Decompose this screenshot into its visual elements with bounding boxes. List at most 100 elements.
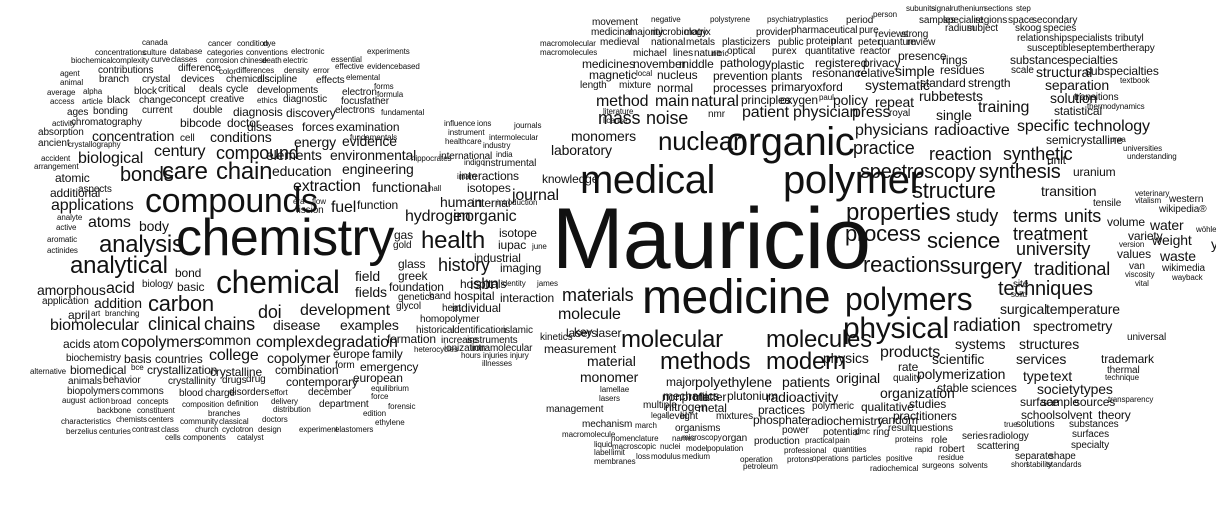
word-quality: quality <box>893 374 921 384</box>
word-introduction: introduction <box>497 199 537 207</box>
word-membranes: membranes <box>594 458 636 466</box>
word-values: values <box>1117 248 1151 260</box>
word-drugs: drugs <box>222 376 247 386</box>
word-wikipedia-: wikipedia® <box>1159 205 1207 215</box>
word-susceptible: susceptible <box>1027 44 1076 54</box>
word-medicine: medicine <box>642 274 830 322</box>
word-temperature: temperature <box>1046 302 1120 316</box>
word-isotopes: isotopes <box>467 182 511 194</box>
word-transparency: transparency <box>1108 396 1153 404</box>
word-fundamental: fundamental <box>381 109 424 117</box>
word-laboratory: laboratory <box>551 143 612 157</box>
word-label: label <box>594 449 611 457</box>
word-diagnostic: diagnostic <box>283 95 327 105</box>
word-noise: noise <box>646 109 688 127</box>
word-carbon: carbon <box>148 293 214 315</box>
word-ions: ions <box>477 120 491 128</box>
word-society: society <box>1037 382 1080 396</box>
word-article: article <box>82 98 103 106</box>
word-force: force <box>371 393 388 401</box>
word-curve: curve <box>151 56 170 64</box>
word-atomic: atomic <box>55 172 90 184</box>
word-key: key <box>574 326 592 338</box>
word-atom: atom <box>93 338 119 350</box>
word-study: study <box>956 207 998 225</box>
word-pathology: pathology <box>720 57 771 69</box>
word-density: density <box>284 67 309 75</box>
word-gold: gold <box>393 241 412 251</box>
word-indigo: indigo <box>464 159 485 167</box>
word-terms: terms <box>1013 207 1057 225</box>
word-management: management <box>546 405 603 415</box>
word-crystallography: crystallography <box>68 141 121 149</box>
word-access: access <box>50 98 74 106</box>
word-wayback: wayback <box>1172 274 1203 282</box>
word-forces: forces <box>302 121 334 133</box>
word-specialties: specialties <box>1063 54 1118 66</box>
word-focus: focus <box>341 97 364 107</box>
word-isotope: isotope <box>499 227 537 239</box>
word-result: result <box>888 424 912 434</box>
word-production: production <box>754 437 800 447</box>
word-december: december <box>308 388 352 398</box>
word-application: application <box>42 297 89 307</box>
word-protons: protons <box>787 456 813 464</box>
word-concept: concept <box>171 95 205 105</box>
word-surgery: surgery <box>950 256 1022 278</box>
word-active: active <box>56 224 76 232</box>
word-plant: plant <box>831 37 852 47</box>
word-material: material <box>587 354 636 368</box>
word-biochemical: biochemical <box>71 57 112 65</box>
word-atoms: atoms <box>88 215 131 231</box>
word-alternative: alternative <box>30 368 66 376</box>
word-color: color <box>219 68 236 76</box>
word-scattering: scattering <box>977 442 1019 452</box>
word-solid: solid <box>1011 291 1027 299</box>
word-solutions: solutions <box>1016 420 1055 430</box>
word-healthcare: healthcare <box>445 138 482 146</box>
word-rubber: rubber <box>919 89 959 103</box>
word-chain: chain <box>216 160 272 184</box>
word-experiments: experiments <box>367 48 410 56</box>
word-interaction: interaction <box>500 292 554 304</box>
word-college: college <box>209 348 259 364</box>
word-structure: structure <box>912 180 996 202</box>
word-vitalism: vitalism <box>1135 197 1161 205</box>
word-elements: elements <box>266 148 322 162</box>
word-unit: unit <box>1047 154 1066 166</box>
word-discovery: discovery <box>286 107 336 119</box>
word-original: original <box>836 371 880 385</box>
word-berzelius: berzelius <box>66 428 97 436</box>
word-tensile: tensile <box>1093 199 1121 209</box>
word-electrons: electrons <box>335 106 375 116</box>
word-molecule: molecule <box>558 307 621 323</box>
word-polymers: polymers <box>845 283 972 315</box>
word-form: form <box>335 361 355 371</box>
word-injury: injury <box>510 352 529 360</box>
word-cells: cells <box>165 434 181 442</box>
word-signal: signal <box>931 5 951 13</box>
word-catalyst: catalyst <box>237 434 263 442</box>
word-physicians: physicians <box>855 123 928 139</box>
word-population: population <box>707 445 743 453</box>
word-microscopy: microscopy <box>682 434 722 442</box>
word-identity: identity <box>501 280 526 288</box>
word-monomers: monomers <box>571 129 636 143</box>
word-aspects: aspects <box>78 185 112 195</box>
word-site: site <box>1013 280 1028 290</box>
word-macromolecular: macromolecular <box>540 40 596 48</box>
word-branch: branch <box>99 75 129 85</box>
word-disorders: disorders <box>229 388 269 398</box>
word-major: major <box>666 376 695 388</box>
word-plutonium: plutonium <box>727 390 778 402</box>
word-polymerization: polymerization <box>917 367 1005 381</box>
word-loss: loss <box>636 453 650 461</box>
word-bonding: bonding <box>93 107 128 117</box>
word-chemists: chemists <box>116 416 147 424</box>
word-fundamentals: fundamentals <box>350 134 397 142</box>
word-fuel: fuel <box>331 200 356 216</box>
word-elastomers: elastomers <box>335 426 373 434</box>
word-components: components <box>183 434 226 442</box>
word-oxford: oxford <box>810 81 843 93</box>
word-single: single <box>936 108 972 122</box>
